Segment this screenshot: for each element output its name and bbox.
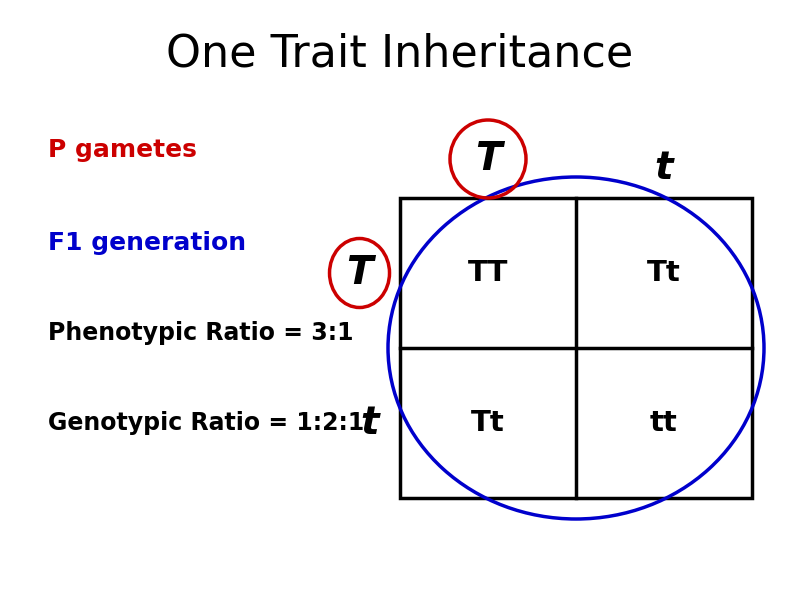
Text: F1 generation: F1 generation xyxy=(48,231,246,255)
Bar xyxy=(400,198,752,498)
Text: tt: tt xyxy=(650,409,678,437)
Text: TT: TT xyxy=(468,259,508,287)
Text: Phenotypic Ratio = 3:1: Phenotypic Ratio = 3:1 xyxy=(48,321,354,345)
Text: Tt: Tt xyxy=(647,259,681,287)
Text: Genotypic Ratio = 1:2:1: Genotypic Ratio = 1:2:1 xyxy=(48,411,364,435)
Text: t: t xyxy=(654,149,674,187)
Text: T: T xyxy=(474,140,502,178)
Text: T: T xyxy=(346,254,373,292)
Text: t: t xyxy=(361,404,379,442)
Text: Tt: Tt xyxy=(471,409,505,437)
Text: One Trait Inheritance: One Trait Inheritance xyxy=(166,32,634,76)
Text: P gametes: P gametes xyxy=(48,138,197,162)
